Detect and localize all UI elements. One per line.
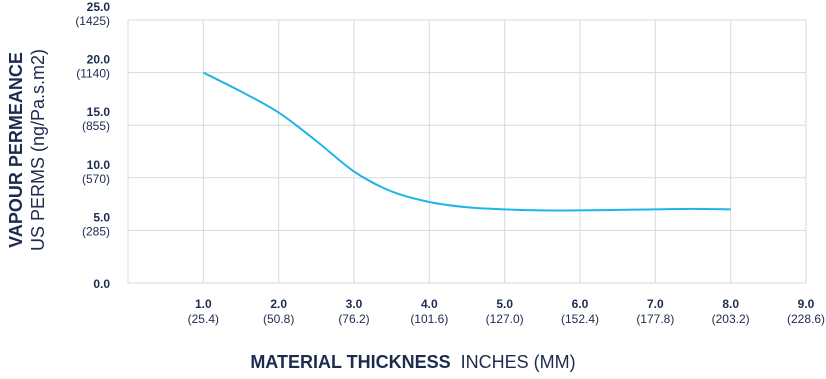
y-axis-ticks: 0.0 5.0(285) 10.0(570) 15.0(855) 20.0(1140) 2… <box>75 0 110 291</box>
x-tick-sublabel: (177.8) <box>636 312 674 326</box>
x-axis-title-regular: INCHES (MM) <box>460 352 576 372</box>
x-tick-label: 4.0 <box>421 297 438 311</box>
x-tick-label: 8.0 <box>722 297 739 311</box>
y-tick-label: 15.0 <box>87 105 111 119</box>
y-tick-sublabel: (570) <box>82 172 110 186</box>
y-tick-sublabel: (1425) <box>75 14 110 28</box>
x-tick-label: 9.0 <box>798 297 815 311</box>
x-axis-ticks: 1.0(25.4) 2.0(50.8) 3.0(76.2) 4.0(101.6) 5.0… <box>188 297 825 326</box>
y-axis-title: VAPOUR PERMEANCE <box>6 52 26 248</box>
y-axis-title-regular: US PERMS (ng/Pa.s.m2) <box>28 49 48 251</box>
grid <box>127 19 807 284</box>
x-tick-label: 7.0 <box>647 297 664 311</box>
x-tick-sublabel: (152.4) <box>561 312 599 326</box>
x-tick-sublabel: (101.6) <box>410 312 448 326</box>
y-tick-label: 20.0 <box>87 53 111 67</box>
x-tick-sublabel: (203.2) <box>712 312 750 326</box>
x-tick-label: 2.0 <box>270 297 287 311</box>
y-axis-title-bold: VAPOUR PERMEANCE <box>6 52 26 248</box>
x-axis-title: MATERIAL THICKNESS INCHES (MM) <box>0 352 826 373</box>
x-tick-sublabel: (50.8) <box>263 312 294 326</box>
y-tick-sublabel: (285) <box>82 224 110 238</box>
series-line <box>202 71 731 212</box>
x-tick-label: 3.0 <box>346 297 363 311</box>
y-tick-sublabel: (1140) <box>76 67 110 81</box>
y-axis-subtitle: US PERMS (ng/Pa.s.m2) <box>28 49 48 251</box>
x-tick-label: 6.0 <box>572 297 589 311</box>
y-tick-label: 5.0 <box>93 210 110 224</box>
y-tick-label: 0.0 <box>93 277 110 291</box>
x-tick-sublabel: (228.6) <box>787 312 825 326</box>
x-tick-label: 5.0 <box>496 297 513 311</box>
y-tick-sublabel: (855) <box>82 119 110 133</box>
series-group <box>202 71 731 212</box>
x-tick-sublabel: (76.2) <box>338 312 369 326</box>
x-tick-label: 1.0 <box>195 297 212 311</box>
x-tick-sublabel: (127.0) <box>486 312 524 326</box>
y-tick-label: 25.0 <box>87 0 111 14</box>
y-tick-label: 10.0 <box>87 158 111 172</box>
x-tick-sublabel: (25.4) <box>188 312 219 326</box>
x-axis-title-bold: MATERIAL THICKNESS <box>250 352 451 372</box>
